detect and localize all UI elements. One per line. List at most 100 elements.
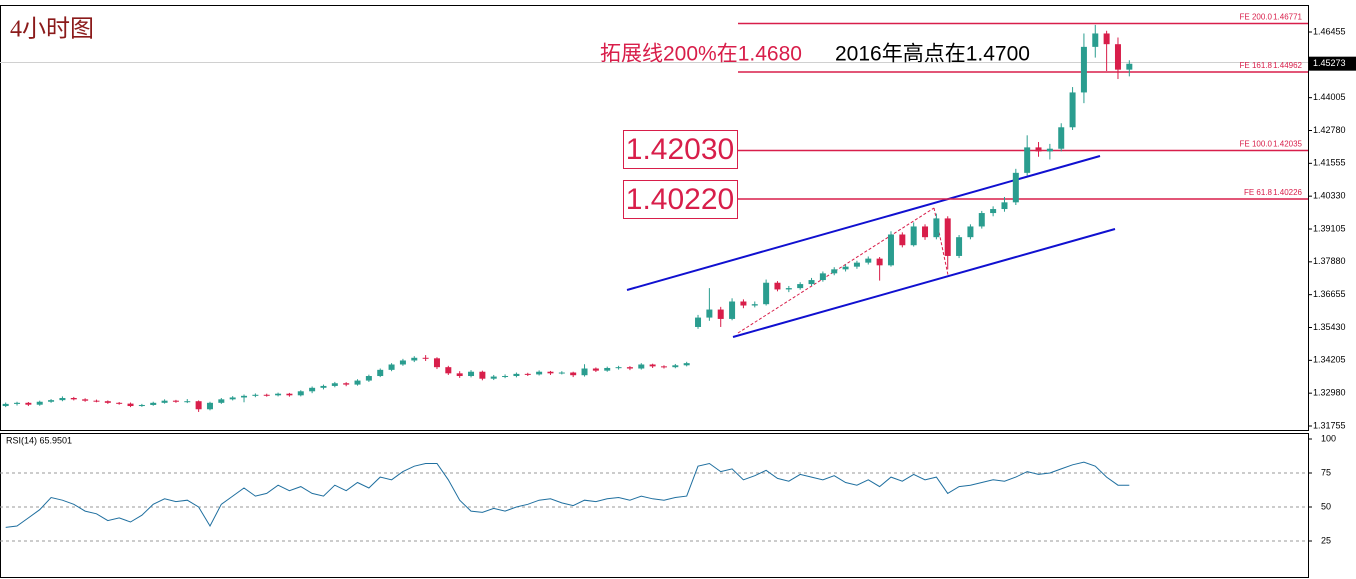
last-price-box [1309,56,1356,71]
fe-level-value: 1.40226 [1273,188,1302,197]
candle-body [263,394,270,396]
y-tick-label: 1.40330 [1313,191,1346,201]
candle-body [1092,33,1099,47]
candle-body [740,301,747,306]
fe-level-name: FE 161.8 [1240,61,1273,70]
chart-title: 4小时图 [10,16,94,43]
candle-body [275,393,282,396]
candle-body [365,376,372,381]
candle-body [241,395,248,398]
candle-body [672,365,679,368]
candle-body [808,280,815,285]
candle-body [411,357,418,361]
y-tick-label: 1.37880 [1313,256,1346,266]
candle-body [229,397,236,400]
candle-body [36,401,43,405]
y-tick-label: 1.31755 [1313,420,1346,430]
candle-body [161,400,168,403]
price-panel [0,5,1309,431]
candle-body [309,387,316,392]
candle-body [717,309,724,319]
y-tick-label: 1.36655 [1313,289,1346,299]
candle-body [978,213,985,227]
candle-body [1024,147,1031,173]
fe-level-name: FE 61.8 [1244,188,1273,197]
candle-body [1058,127,1065,149]
candle-body [751,304,758,306]
candle-body [774,282,781,290]
candle-body [638,364,645,369]
candle-body [25,402,32,405]
candle-body [547,371,554,374]
rsi-panel [0,433,1309,578]
candle-body [2,403,9,407]
y-tick-label: 1.32980 [1313,388,1346,398]
candle-body [1046,148,1053,152]
candle-body [695,317,702,327]
candle-body [82,399,89,401]
candle-body [184,401,191,403]
fe-level-value: 1.42035 [1273,140,1302,149]
candle-body [853,262,860,267]
candle-body [1103,33,1110,45]
candle-body [422,357,429,359]
candle-body [1001,202,1008,210]
y-tick-label: 1.35430 [1313,322,1346,332]
level-box [623,180,738,219]
candle-body [93,400,100,402]
candle-body [797,284,804,289]
channel-line [732,228,1116,338]
level-box [623,130,738,169]
y-tick-label: 50 [1321,501,1331,511]
candle-body [399,360,406,365]
candle-body [331,383,338,386]
level-box-label: 1.40220 [626,183,734,216]
candle-body [1126,63,1133,70]
candle-body [104,401,111,403]
candle-body [490,376,497,379]
candle-body [967,226,974,238]
candle-body [138,404,145,407]
y-tick-label: 1.39105 [1313,223,1346,233]
candle-body [343,383,350,385]
level-box-label: 1.42030 [626,133,734,166]
candle-body [377,369,384,377]
candle-body [990,209,997,214]
rsi-title: RSI(14) 65.9501 [6,435,72,445]
candle-body [933,218,940,238]
annotation: 拓展线200%在1.4680 [600,43,802,66]
candle-body [59,397,66,401]
candle-body [831,269,838,274]
annotation: 2016年高点在1.4700 [835,43,1030,66]
y-tick-label: 75 [1321,467,1331,477]
fe-level-value: 1.44962 [1273,61,1302,70]
candle-body [354,380,361,385]
fe-level-value: 1.46771 [1273,13,1302,22]
candle-body [865,258,872,263]
y-tick-label: 100 [1321,433,1336,443]
candle-body [626,367,633,369]
candle-body [581,368,588,376]
last-price-label: 1.45273 [1313,58,1346,68]
candle-body [1069,92,1076,128]
candle-body [842,266,849,270]
candle-body [468,371,475,377]
candle-body [660,366,667,368]
candle-body [649,364,656,367]
candle-body [706,309,713,318]
candle-body [592,368,599,371]
candle-body [502,376,509,378]
channel-line [626,155,1101,291]
candle-body [910,226,917,246]
candle-body [127,403,134,407]
candle-body [14,402,21,404]
candle-body [218,399,225,403]
candle-body [1114,44,1121,70]
candle-body [1035,147,1042,152]
candle-body [899,234,906,246]
candle-body [956,237,963,256]
candle-body [286,393,293,396]
candle-body [172,400,179,402]
candle-body [1080,46,1087,93]
